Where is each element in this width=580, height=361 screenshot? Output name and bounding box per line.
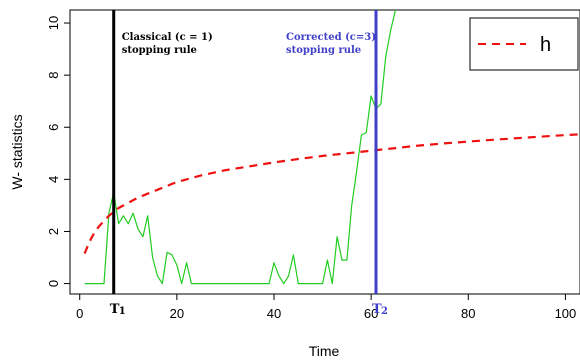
plot-area <box>83 10 580 285</box>
series-h-line <box>83 133 580 255</box>
y-axis: 0 2 4 6 8 10 <box>46 16 70 287</box>
x-axis: 0 20 40 60 80 100 <box>76 294 576 321</box>
y-tick-label-3: 6 <box>46 124 61 131</box>
series-w-statistic-line <box>84 10 396 285</box>
x-tick-label-3: 60 <box>364 306 378 321</box>
legend: h <box>469 17 579 71</box>
x-tick-label-0: 0 <box>76 306 83 321</box>
y-tick-label-2: 4 <box>46 176 61 183</box>
y-axis-label: W- statistics <box>9 114 25 189</box>
stopping-time-subscript-1: 1 <box>119 306 126 317</box>
x-tick-label-2: 40 <box>267 306 281 321</box>
plot-box <box>69 9 580 295</box>
stopping-time-label-2: T <box>372 302 382 317</box>
x-tick-label-4: 80 <box>461 306 475 321</box>
stopping-rule-label-1-line-2: stopping rule <box>122 45 197 56</box>
stopping-rule-label-2-line-2: stopping rule <box>286 45 361 56</box>
y-tick-label-5: 10 <box>46 16 61 30</box>
x-tick-label-5: 100 <box>555 306 577 321</box>
x-axis-label: Time <box>309 343 340 359</box>
y-tick-label-0: 0 <box>46 280 61 287</box>
stopping-time-label-1: T <box>110 302 120 317</box>
stopping-time-subscript-2: 2 <box>381 306 388 317</box>
x-tick-label-1: 20 <box>170 306 184 321</box>
y-tick-label-4: 8 <box>46 72 61 79</box>
legend-label-h: h <box>540 34 551 56</box>
stopping-rule-label-1-line-1: Classical (c = 1) <box>122 32 213 43</box>
stopping-rule-label-2-line-1: Corrected (c=3) <box>286 32 376 43</box>
y-tick-label-1: 2 <box>46 228 61 235</box>
